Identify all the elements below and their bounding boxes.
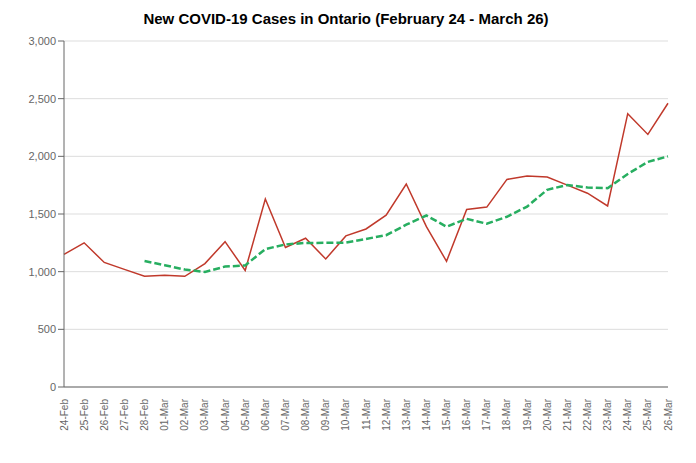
svg-text:16-Mar: 16-Mar <box>461 398 472 430</box>
svg-text:2,000: 2,000 <box>28 150 56 162</box>
svg-text:13-Mar: 13-Mar <box>401 398 412 430</box>
svg-text:25-Feb: 25-Feb <box>79 399 90 431</box>
svg-text:12-Mar: 12-Mar <box>381 398 392 430</box>
svg-text:23-Mar: 23-Mar <box>602 398 613 430</box>
svg-text:18-Mar: 18-Mar <box>501 398 512 430</box>
svg-text:27-Feb: 27-Feb <box>119 399 130 431</box>
svg-text:28-Feb: 28-Feb <box>139 399 150 431</box>
svg-text:17-Mar: 17-Mar <box>481 398 492 430</box>
svg-text:08-Mar: 08-Mar <box>300 398 311 430</box>
svg-text:07-Mar: 07-Mar <box>280 398 291 430</box>
svg-text:02-Mar: 02-Mar <box>179 398 190 430</box>
svg-text:3,000: 3,000 <box>28 35 56 47</box>
svg-text:14-Mar: 14-Mar <box>421 398 432 430</box>
svg-text:11-Mar: 11-Mar <box>361 398 372 430</box>
svg-text:19-Mar: 19-Mar <box>522 398 533 430</box>
svg-text:15-Mar: 15-Mar <box>441 398 452 430</box>
svg-text:500: 500 <box>38 323 56 335</box>
svg-text:21-Mar: 21-Mar <box>562 398 573 430</box>
svg-text:24-Mar: 24-Mar <box>622 398 633 430</box>
svg-text:1,500: 1,500 <box>28 208 56 220</box>
svg-text:24-Feb: 24-Feb <box>59 399 70 431</box>
svg-text:26-Mar: 26-Mar <box>663 398 674 430</box>
svg-text:20-Mar: 20-Mar <box>542 398 553 430</box>
svg-text:0: 0 <box>50 381 56 393</box>
svg-text:10-Mar: 10-Mar <box>340 398 351 430</box>
svg-text:09-Mar: 09-Mar <box>320 398 331 430</box>
svg-text:06-Mar: 06-Mar <box>260 398 271 430</box>
svg-text:26-Feb: 26-Feb <box>99 399 110 431</box>
svg-text:1,000: 1,000 <box>28 266 56 278</box>
svg-text:01-Mar: 01-Mar <box>159 398 170 430</box>
svg-text:04-Mar: 04-Mar <box>220 398 231 430</box>
svg-text:03-Mar: 03-Mar <box>199 398 210 430</box>
svg-text:05-Mar: 05-Mar <box>240 398 251 430</box>
svg-text:2,500: 2,500 <box>28 93 56 105</box>
html-text:New COVID-19 Cases in Ontario: New COVID-19 Cases in Ontario (February … <box>143 10 549 27</box>
svg-text:22-Mar: 22-Mar <box>582 398 593 430</box>
svg-text:25-Mar: 25-Mar <box>642 398 653 430</box>
